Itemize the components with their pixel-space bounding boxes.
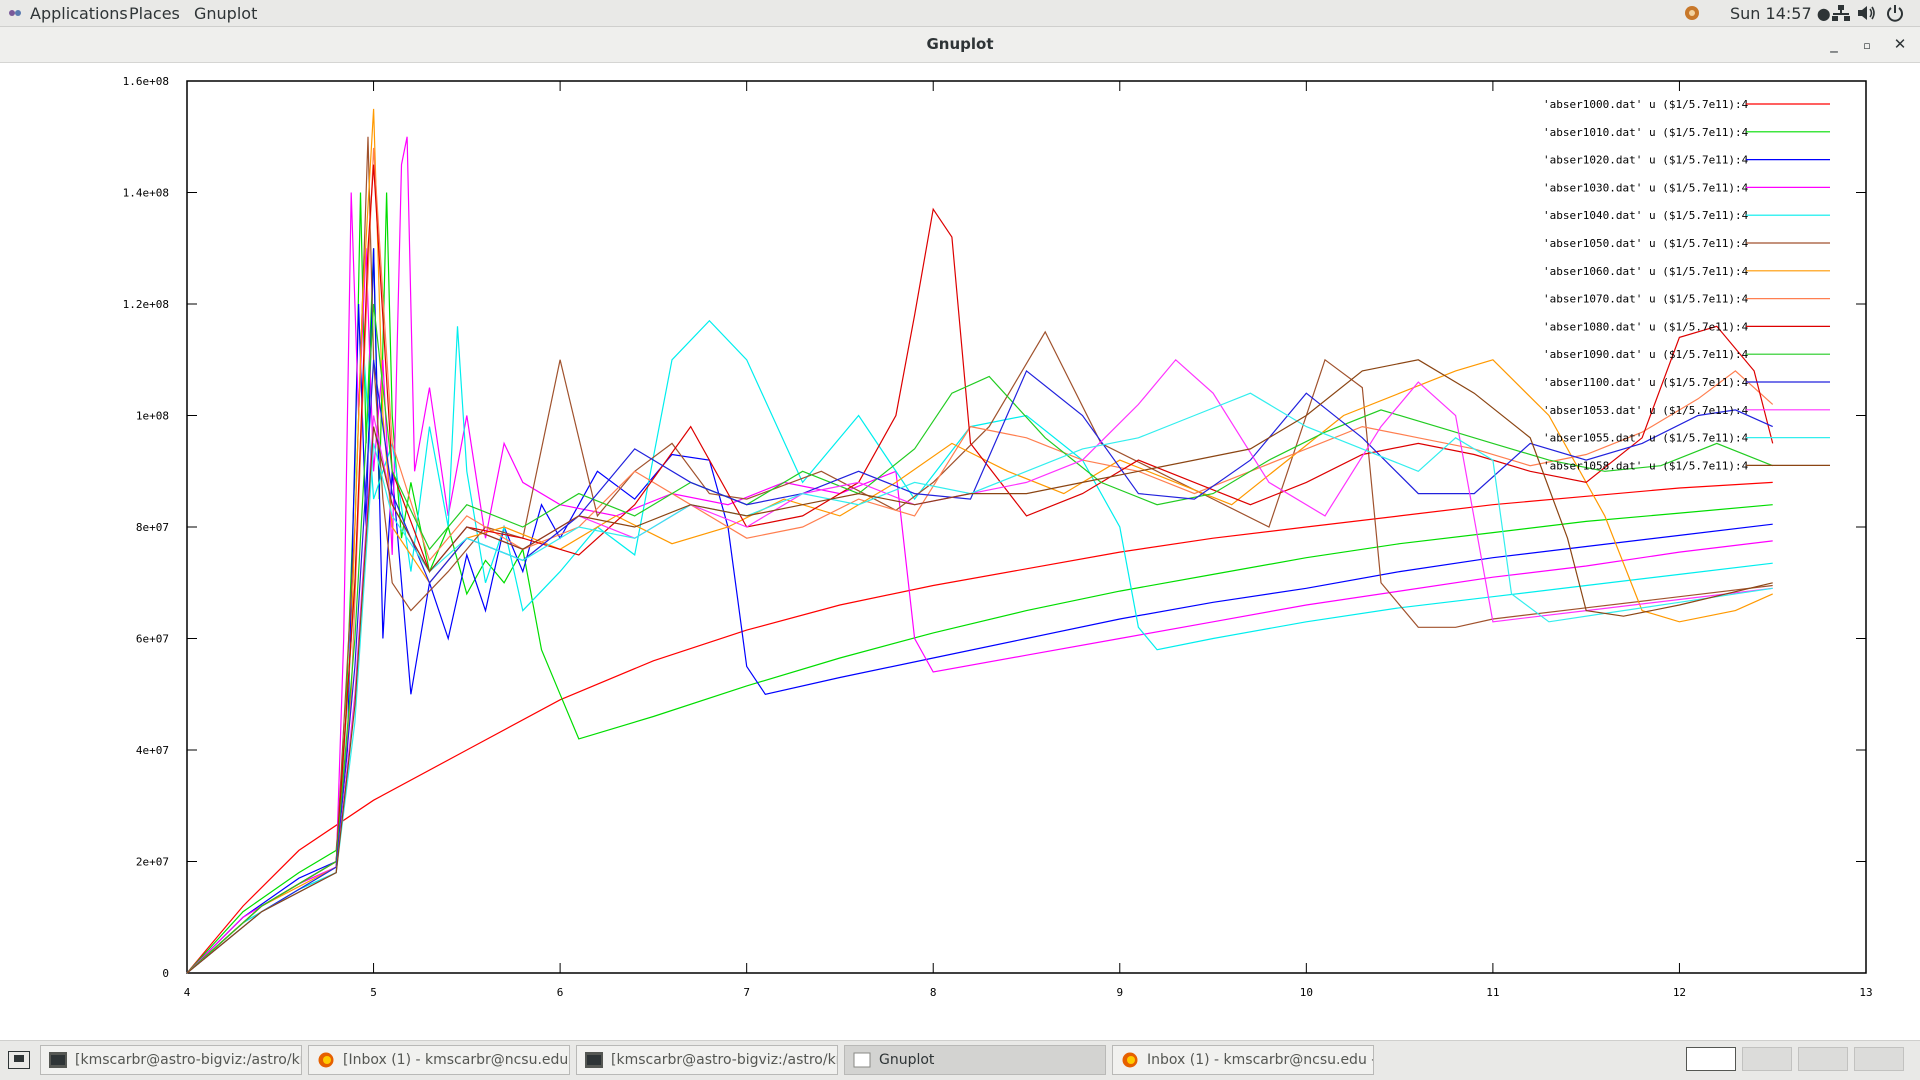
y-tick-label: 4e+07 — [136, 744, 169, 757]
maximize-button[interactable]: ▫ — [1858, 35, 1876, 53]
series-line-8 — [186, 164, 1774, 974]
x-tick-label: 12 — [1673, 986, 1686, 999]
show-desktop-icon[interactable] — [8, 1051, 30, 1069]
network-icon[interactable] — [1832, 5, 1850, 21]
taskbar-item-label: [Inbox (1) - kmscarbr@ncsu.edu - N... — [343, 1052, 569, 1068]
legend-label-9: 'abser1090.dat' u ($1/5.7e11):4 — [1543, 348, 1749, 361]
taskbar-item-label: [kmscarbr@astro-bigviz:/astro/kmsc... — [611, 1052, 837, 1068]
gnuplot-app-menu[interactable]: Gnuplot — [194, 4, 258, 23]
terminal-icon — [585, 1052, 603, 1068]
gnuplot-canvas[interactable]: 4 5 6 7 8 9 10 11 12 13 0 2e+07 4e+07 6e+07 8e+07 1e+08… — [0, 64, 1920, 1040]
series-line-0 — [186, 481, 1773, 974]
close-icon: ✕ — [1893, 35, 1907, 53]
app-menu-icon — [9, 10, 21, 16]
x-tick-label: 4 — [184, 986, 191, 999]
x-tick-label: 11 — [1486, 986, 1499, 999]
firefox-icon — [1122, 1052, 1138, 1068]
x-tick-label: 6 — [557, 986, 564, 999]
legend-label-11: 'abser1053.dat' u ($1/5.7e11):4 — [1543, 404, 1749, 417]
y-tick-label: 0 — [162, 967, 169, 980]
series-line-6 — [186, 108, 1773, 974]
taskbar-item-firefox-2[interactable]: Inbox (1) - kmscarbr@ncsu.edu - N... — [1112, 1045, 1374, 1075]
legend-label-5: 'abser1050.dat' u ($1/5.7e11):4 — [1543, 237, 1749, 250]
volume-icon[interactable] — [1858, 5, 1876, 21]
y-tick-label: 1.6e+08 — [123, 75, 169, 88]
legend-label-4: 'abser1040.dat' u ($1/5.7e11):4 — [1543, 209, 1749, 222]
window-titlebar[interactable]: Gnuplot _ ▫ ✕ — [0, 27, 1920, 63]
taskbar: [kmscarbr@astro-bigviz:/astro/kmsc... [I… — [0, 1040, 1920, 1080]
legend-label-13: 'abser1058.dat' u ($1/5.7e11):4 — [1543, 459, 1749, 472]
minimize-button[interactable]: _ — [1825, 35, 1843, 53]
series-line-9 — [186, 303, 1773, 974]
legend-label-6: 'abser1060.dat' u ($1/5.7e11):4 — [1543, 265, 1749, 278]
terminal-icon — [49, 1052, 67, 1068]
taskbar-item-gnuplot[interactable]: Gnuplot — [844, 1045, 1106, 1075]
taskbar-item-terminal-1[interactable]: [kmscarbr@astro-bigviz:/astro/kmsc... — [40, 1045, 302, 1075]
taskbar-item-label: Gnuplot — [879, 1052, 935, 1068]
x-tick-label: 5 — [370, 986, 377, 999]
places-menu[interactable]: Places — [129, 4, 180, 23]
y-tick-label: 1.2e+08 — [123, 298, 169, 311]
x-tick-label: 8 — [930, 986, 937, 999]
series-line-12 — [186, 392, 1773, 974]
y-tick-label: 2e+07 — [136, 856, 169, 869]
top-bar: Applications Places Gnuplot Sun 14:57 ● — [0, 0, 1920, 27]
workspace-2[interactable] — [1742, 1047, 1792, 1071]
minimize-icon: _ — [1830, 35, 1838, 53]
legend-label-3: 'abser1030.dat' u ($1/5.7e11):4 — [1543, 181, 1749, 194]
x-tick-label: 7 — [743, 986, 750, 999]
series-line-4 — [186, 319, 1773, 974]
clock[interactable]: Sun 14:57 ● — [1730, 4, 1831, 23]
taskbar-item-label: Inbox (1) - kmscarbr@ncsu.edu - N... — [1147, 1052, 1373, 1068]
legend-label-2: 'abser1020.dat' u ($1/5.7e11):4 — [1543, 154, 1749, 167]
power-icon[interactable] — [1886, 4, 1904, 22]
series-line-13 — [186, 359, 1773, 974]
y-tick-label: 8e+07 — [136, 521, 169, 534]
maximize-icon: ▫ — [1863, 39, 1871, 52]
series-line-3 — [186, 136, 1773, 974]
legend-label-12: 'abser1055.dat' u ($1/5.7e11):4 — [1543, 432, 1749, 445]
workspace-3[interactable] — [1798, 1047, 1848, 1071]
firefox-icon — [318, 1052, 334, 1068]
line-chart: 4 5 6 7 8 9 10 11 12 13 0 2e+07 4e+07 6e+07 8e+07 1e+08… — [123, 75, 1873, 999]
legend-label-7: 'abser1070.dat' u ($1/5.7e11):4 — [1543, 293, 1749, 306]
y-tick-label: 6e+07 — [136, 633, 169, 646]
close-button[interactable]: ✕ — [1891, 35, 1909, 53]
x-tick-label: 13 — [1859, 986, 1872, 999]
y-tick-label: 1e+08 — [136, 410, 169, 423]
series-line-5 — [186, 136, 1773, 974]
taskbar-item-terminal-2[interactable]: [kmscarbr@astro-bigviz:/astro/kmsc... — [576, 1045, 838, 1075]
legend-label-1: 'abser1010.dat' u ($1/5.7e11):4 — [1543, 126, 1749, 139]
notification-icon[interactable] — [1684, 5, 1700, 21]
x-tick-label: 10 — [1300, 986, 1313, 999]
workspace-1[interactable] — [1686, 1047, 1736, 1071]
window-title: Gnuplot — [926, 35, 994, 53]
x-tick-label: 9 — [1116, 986, 1123, 999]
workspace-4[interactable] — [1854, 1047, 1904, 1071]
taskbar-item-label: [kmscarbr@astro-bigviz:/astro/kmsc... — [75, 1052, 301, 1068]
series-line-10 — [186, 359, 1773, 974]
series-line-1 — [186, 192, 1773, 974]
taskbar-item-firefox-1[interactable]: [Inbox (1) - kmscarbr@ncsu.edu - N... — [308, 1045, 570, 1075]
legend-label-0: 'abser1000.dat' u ($1/5.7e11):4 — [1543, 98, 1749, 111]
legend-label-10: 'abser1100.dat' u ($1/5.7e11):4 — [1543, 376, 1749, 389]
y-tick-label: 1.4e+08 — [123, 187, 169, 200]
legend-label-8: 'abser1080.dat' u ($1/5.7e11):4 — [1543, 320, 1749, 333]
window-icon — [853, 1052, 871, 1068]
applications-menu[interactable]: Applications — [30, 4, 128, 23]
